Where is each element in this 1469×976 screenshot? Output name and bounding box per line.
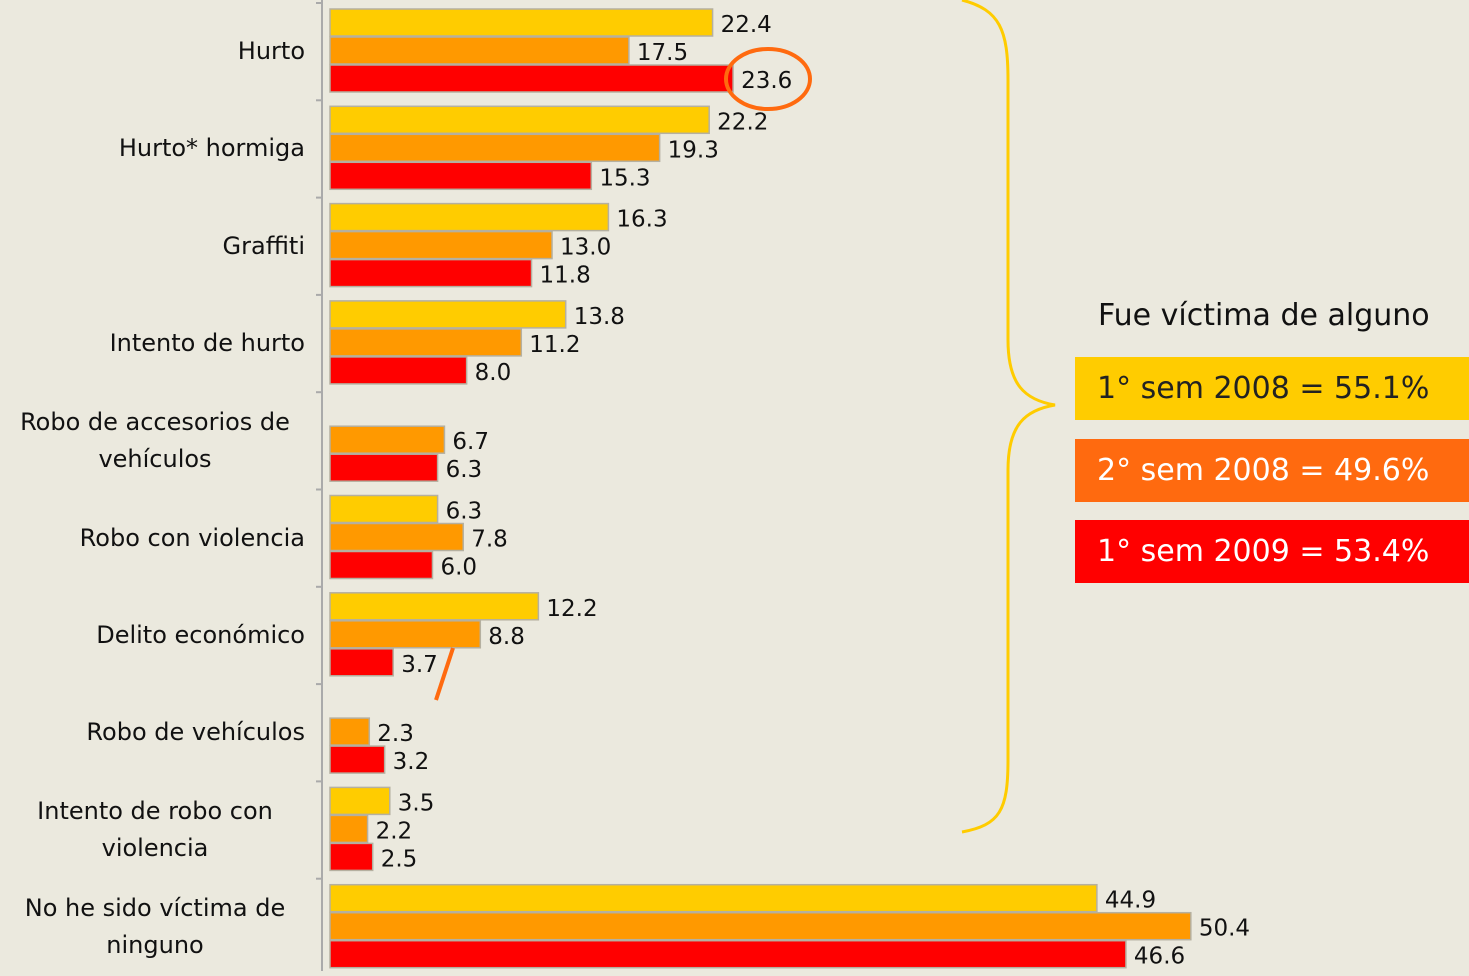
category-label: Robo de accesorios de vehículos	[20, 407, 290, 473]
value-label: 2.5	[381, 846, 418, 872]
category-label-box: No he sido víctima de ninguno	[0, 879, 305, 976]
bar	[329, 202, 610, 232]
category-label-box: Intento de hurto	[0, 295, 305, 392]
value-label: 11.2	[529, 332, 580, 358]
value-label: 6.0	[440, 555, 477, 581]
value-label: 22.2	[717, 109, 768, 135]
value-label: 16.3	[616, 207, 667, 233]
value-label: 13.0	[560, 235, 611, 261]
value-label: 3.2	[393, 749, 430, 775]
value-label: 6.7	[452, 429, 489, 455]
value-label: 19.3	[668, 137, 719, 163]
bar	[329, 453, 439, 482]
category-label-box: Robo de vehículos	[0, 684, 305, 781]
value-label: 22.4	[721, 12, 772, 38]
value-label: 6.3	[446, 457, 483, 483]
category-label: Hurto* hormiga	[118, 134, 305, 163]
bar	[329, 814, 369, 844]
legend-entry: 1° sem 2009 = 53.4%	[1075, 520, 1469, 583]
value-label: 2.2	[376, 818, 413, 844]
category-label: Intento de hurto	[109, 328, 305, 357]
value-label: 12.2	[546, 596, 597, 622]
bar	[329, 883, 1098, 913]
bar	[329, 550, 434, 580]
bar	[329, 300, 567, 329]
bar	[329, 105, 710, 135]
legend-entry: 1° sem 2008 = 55.1%	[1075, 357, 1469, 420]
value-label: 13.8	[574, 304, 625, 330]
value-label: 17.5	[637, 40, 688, 66]
category-label: Graffiti	[222, 231, 305, 260]
bar	[329, 745, 386, 774]
value-label: 44.9	[1105, 888, 1156, 914]
category-label: Intento de robo con violencia	[37, 796, 273, 862]
category-label-box: Graffiti	[0, 198, 305, 295]
bar	[329, 8, 714, 37]
category-label-box: Hurto	[0, 3, 305, 100]
legend-entry: 2° sem 2008 = 49.6%	[1075, 439, 1469, 502]
value-label: 3.7	[401, 652, 438, 678]
bar	[329, 494, 439, 524]
value-label: 8.0	[475, 360, 512, 386]
category-label: Robo con violencia	[79, 523, 305, 552]
bar	[329, 161, 593, 191]
value-label: 6.3	[446, 499, 483, 525]
category-label-box: Hurto* hormiga	[0, 100, 305, 197]
bar	[329, 425, 446, 454]
category-label: Hurto	[237, 37, 305, 65]
bar	[329, 911, 1192, 941]
bar	[329, 620, 482, 649]
value-label: 23.6	[741, 68, 792, 94]
value-label: 50.4	[1199, 916, 1250, 942]
value-label: 46.6	[1134, 944, 1185, 970]
bar	[329, 648, 394, 677]
bar	[329, 328, 523, 357]
value-label: 11.8	[540, 263, 591, 289]
bar	[329, 230, 553, 260]
value-label: 15.3	[599, 165, 650, 191]
category-label: Delito económico	[96, 620, 305, 649]
category-label-box: Delito económico	[0, 587, 305, 684]
bar	[329, 356, 468, 385]
bar	[329, 592, 540, 621]
bar	[329, 842, 374, 872]
category-label-box: Robo de accesorios de vehículos	[0, 392, 305, 489]
bar	[329, 717, 371, 746]
brace	[961, 0, 1056, 834]
bar	[329, 258, 533, 288]
category-label: Robo de vehículos	[86, 718, 305, 747]
category-label-box: Robo con violencia	[0, 490, 305, 587]
highlight-circle	[724, 47, 812, 111]
category-label-box: Intento de robo con violencia	[0, 781, 305, 878]
annotation: Fue víctima de alguno	[1098, 298, 1430, 333]
bar	[329, 133, 661, 163]
value-label: 3.5	[398, 790, 435, 816]
category-label: No he sido víctima de ninguno	[24, 894, 286, 960]
value-label: 2.3	[377, 721, 414, 747]
highlight-slash	[434, 647, 455, 701]
bar	[329, 939, 1127, 969]
bar	[329, 522, 464, 552]
bar	[329, 36, 630, 65]
bar	[329, 786, 391, 816]
value-label: 7.8	[471, 527, 508, 553]
value-label: 8.8	[488, 624, 525, 650]
bar	[329, 64, 734, 93]
